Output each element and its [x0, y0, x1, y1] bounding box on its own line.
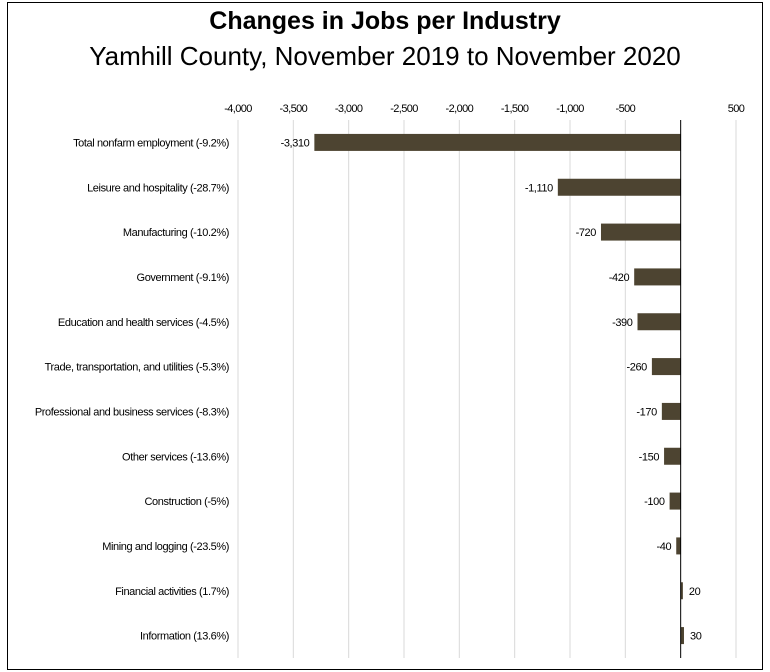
bar	[680, 627, 684, 645]
bars	[314, 133, 684, 645]
data-label: 20	[689, 586, 701, 598]
data-label: -40	[657, 541, 672, 553]
data-label: -3,310	[281, 137, 310, 149]
x-tick-label: -2,000	[446, 103, 474, 115]
bar	[600, 223, 681, 241]
bar	[680, 582, 683, 600]
category-label: Professional and business services (-8.3…	[35, 406, 229, 418]
category-label: Construction (-5%)	[145, 496, 230, 508]
category-label: Education and health services (-4.5%)	[58, 317, 229, 329]
bar	[651, 358, 681, 376]
category-label: Information (13.6%)	[140, 631, 229, 643]
x-tick-label: 500	[728, 103, 745, 115]
chart-title: Changes in Jobs per Industry	[209, 7, 561, 35]
category-label: Mining and logging (-23.5%)	[102, 541, 229, 553]
x-tick-label: -2,500	[390, 103, 418, 115]
data-label: -150	[639, 451, 660, 463]
bar	[557, 178, 681, 196]
x-tick-label: -1,500	[501, 103, 529, 115]
bar	[669, 492, 681, 510]
x-axis-ticks: -4,000 -3,500 -3,000 -2,500 -2,000 -1,500 -1,0…	[224, 103, 745, 115]
bar	[664, 447, 681, 465]
chart-frame: Changes in Jobs per Industry Yamhill Cou…	[7, 2, 763, 670]
bar	[676, 537, 681, 555]
category-label: Government (-9.1%)	[137, 272, 229, 284]
category-label: Total nonfarm employment (-9.2%)	[73, 137, 229, 149]
gridlines	[237, 120, 737, 658]
data-label: -420	[609, 272, 630, 284]
x-tick-label: -1,000	[556, 103, 584, 115]
bar	[661, 402, 681, 420]
bar	[637, 313, 681, 331]
bar	[634, 268, 681, 286]
data-labels: -3,310 -1,110 -720 -420 -390 -260 -170 -150 -100…	[281, 137, 703, 643]
data-label: -260	[626, 362, 647, 374]
data-label: -390	[612, 317, 633, 329]
x-tick-label: -3,000	[335, 103, 363, 115]
x-tick-label: -3,500	[280, 103, 308, 115]
chart-subtitle: Yamhill County, November 2019 to Novembe…	[89, 41, 681, 71]
data-label: -100	[644, 496, 665, 508]
data-label: -720	[576, 227, 597, 239]
category-label: Trade, transportation, and utilities (-5…	[45, 362, 229, 374]
bar	[314, 133, 681, 151]
category-labels: Total nonfarm employment (-9.2%) Leisure …	[35, 137, 230, 643]
category-label: Other services (-13.6%)	[122, 451, 229, 463]
category-label: Financial activities (1.7%)	[115, 586, 229, 598]
x-tick-label: -4,000	[224, 103, 252, 115]
category-label: Leisure and hospitality (-28.7%)	[87, 182, 229, 194]
data-label: -1,110	[525, 182, 553, 194]
data-label: -170	[636, 406, 657, 418]
x-tick-label: -500	[616, 103, 636, 115]
data-label: 30	[690, 631, 702, 643]
category-label: Manufacturing (-10.2%)	[123, 227, 229, 239]
